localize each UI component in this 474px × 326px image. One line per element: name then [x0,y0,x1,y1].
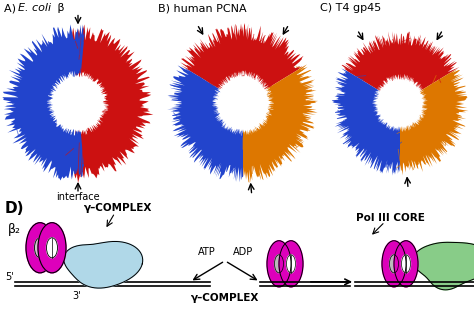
Polygon shape [64,242,143,288]
Polygon shape [71,24,153,183]
Polygon shape [400,69,469,175]
Ellipse shape [394,241,418,287]
Text: β₂: β₂ [8,223,21,236]
Polygon shape [180,23,303,90]
Ellipse shape [46,238,57,258]
Polygon shape [243,64,318,183]
Ellipse shape [279,241,303,287]
Text: 3': 3' [73,291,82,301]
Text: β: β [54,3,64,13]
Ellipse shape [26,223,54,273]
Text: 5': 5' [5,272,14,282]
Polygon shape [332,68,400,176]
Text: D): D) [5,200,25,215]
Text: γ–COMPLEX: γ–COMPLEX [84,203,152,213]
Polygon shape [413,242,474,290]
Text: C) T4 gp45: C) T4 gp45 [320,3,381,13]
Ellipse shape [390,255,399,273]
Ellipse shape [286,255,295,273]
Ellipse shape [382,241,406,287]
Polygon shape [167,65,243,182]
Text: B) human PCNA: B) human PCNA [158,3,246,13]
Text: ATP: ATP [198,247,216,257]
Ellipse shape [267,241,291,287]
Polygon shape [2,24,85,181]
Text: Pol III CORE: Pol III CORE [356,213,424,223]
Ellipse shape [401,255,410,273]
Text: interface: interface [56,192,100,202]
Ellipse shape [274,255,283,273]
Text: γ–COMPLEX: γ–COMPLEX [191,293,259,303]
Text: A): A) [4,3,19,13]
Polygon shape [342,31,459,91]
Text: E. coli: E. coli [18,3,51,13]
Ellipse shape [38,223,66,273]
Ellipse shape [35,238,46,258]
Text: ADP: ADP [233,247,253,257]
